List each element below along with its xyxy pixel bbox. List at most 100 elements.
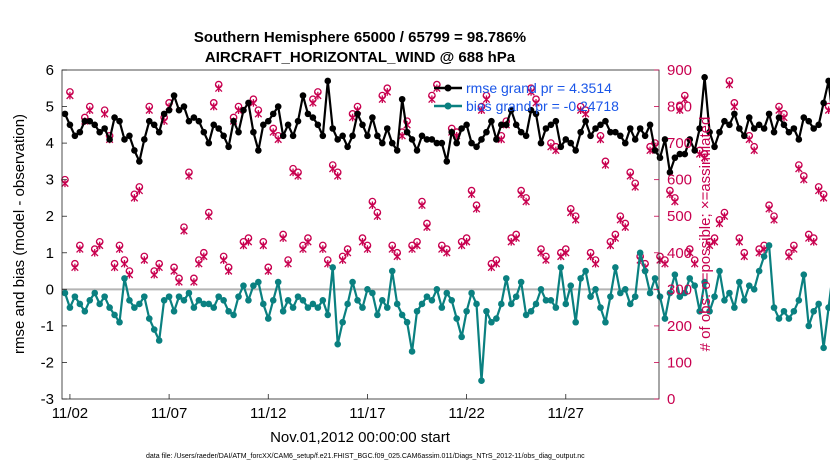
obs-assimilated-marker [309, 99, 317, 107]
obs-assimilated-marker [239, 241, 248, 250]
rmse-point [289, 132, 297, 140]
x-axis-ticks: 11/02 11/07 11/12 11/17 11/22 11/27 [52, 394, 584, 422]
rmse-point [726, 121, 733, 129]
obs-assimilated-marker [487, 263, 496, 272]
x-tick-label: 11/07 [151, 405, 187, 422]
obs-assimilated-marker [170, 267, 178, 275]
rmse-point [557, 143, 565, 151]
obs-assimilated-marker [279, 234, 287, 242]
bias-point [458, 333, 465, 341]
obs-assimilated-marker [368, 201, 377, 210]
chart-title-line1: Southern Hemisphere 65000 / 65799 = 98.7… [194, 29, 526, 46]
obs-assimilated-marker [115, 245, 124, 253]
bias-point [631, 293, 639, 300]
left-tick-label: 3 [46, 172, 54, 189]
obs-assimilated-marker [175, 278, 183, 286]
rmse-point [607, 128, 614, 136]
bias-point [646, 289, 654, 297]
rmse-point [428, 136, 436, 143]
rmse-point [448, 128, 456, 136]
rmse-point [696, 125, 703, 132]
obs-assimilated-marker [443, 248, 451, 257]
bias-point [264, 315, 272, 322]
rmse-point [160, 110, 168, 118]
bias-point [408, 348, 416, 355]
bias-point [810, 307, 818, 315]
obs-assimilated-marker [363, 245, 372, 253]
rmse-point [790, 125, 798, 132]
bias-point [250, 282, 257, 289]
obs-assimilated-marker [819, 194, 828, 202]
obs-assimilated-marker [656, 256, 664, 264]
rmse-point [517, 128, 525, 136]
obs-assimilated-marker [814, 186, 823, 195]
rmse-point [145, 117, 153, 125]
right-tick-label: 200 [667, 318, 692, 335]
rmse-point [388, 139, 396, 147]
bias-point [542, 297, 550, 304]
rmse-point [463, 121, 470, 129]
rmse-point [205, 139, 213, 147]
bias-point [745, 282, 753, 289]
bias-point [676, 293, 684, 300]
left-tick-label: -1 [41, 318, 54, 335]
bias-point [170, 307, 178, 315]
left-tick-label: 6 [46, 62, 54, 79]
rmse-point [314, 121, 322, 129]
obs-assimilated-marker [557, 252, 565, 261]
bias-point [101, 293, 108, 300]
bias-point [780, 307, 788, 315]
left-axis-ticks: -3 -2 -1 0 1 2 3 4 5 6 [41, 62, 67, 408]
bias-point [681, 289, 689, 297]
bias-point [468, 289, 475, 297]
bias-point [403, 318, 411, 326]
bias-point [621, 286, 629, 293]
rmse-point [621, 139, 629, 147]
bias-point [61, 289, 69, 297]
bias-point [522, 311, 530, 319]
obs-assimilated-marker [562, 248, 570, 257]
bias-point [334, 340, 341, 348]
bias-point [136, 300, 143, 308]
bias-point [701, 278, 708, 286]
bias-point [691, 282, 699, 289]
rmse-point [334, 136, 341, 143]
bias-point [433, 286, 441, 293]
right-tick-label: 0 [667, 391, 675, 408]
rmse-point [101, 125, 108, 132]
rmse-point [760, 125, 768, 132]
bias-point [651, 275, 659, 282]
obs-assimilated-marker [358, 238, 367, 246]
rmse-point [245, 99, 252, 107]
obs-assimilated-marker [775, 106, 783, 115]
rmse-point [612, 128, 619, 136]
rmse-point [225, 143, 232, 151]
x-axis-label: Nov.01,2012 00:00:00 start [270, 429, 451, 446]
obs-assimilated-marker [328, 164, 337, 173]
bias-point [567, 282, 575, 289]
rmse-point [264, 117, 272, 125]
obs-assimilated-marker [155, 263, 163, 272]
rmse-point [279, 132, 287, 140]
obs-assimilated-marker [616, 216, 625, 224]
obs-assimilated-marker [383, 88, 392, 96]
bias-point [517, 278, 525, 286]
rmse-point [260, 121, 267, 129]
rmse-point [770, 128, 778, 136]
right-tick-label: 500 [667, 208, 692, 225]
obs-assimilated-marker [185, 172, 193, 180]
obs-assimilated-marker [338, 256, 347, 264]
rmse-point [141, 136, 148, 143]
obs-assimilated-marker [219, 256, 228, 264]
rmse-point [483, 128, 490, 136]
bias-point [577, 275, 584, 282]
rmse-point [235, 128, 242, 136]
series-line-layer [61, 74, 830, 385]
rmse-point [215, 125, 222, 132]
rmse-point [329, 125, 337, 132]
rmse-point [374, 132, 381, 140]
bias-point [150, 326, 158, 333]
rmse-point [106, 136, 113, 143]
rmse-point [785, 128, 793, 136]
rmse-point [61, 110, 69, 118]
